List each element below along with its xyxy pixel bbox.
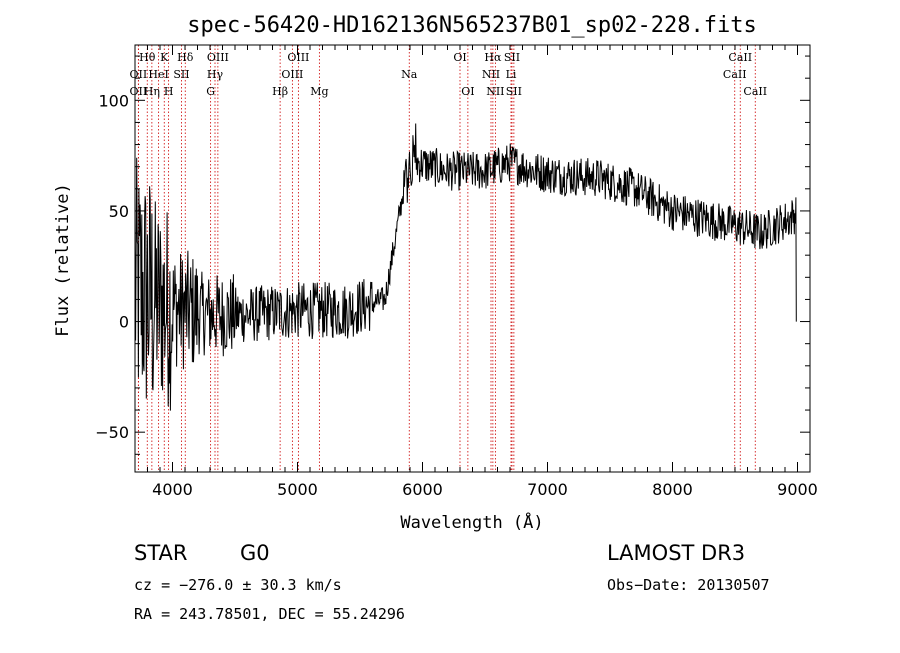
- x-tick-label: 6000: [402, 480, 443, 499]
- plot-frame: [134, 44, 811, 473]
- x-tick-label: 7000: [527, 480, 568, 499]
- spectral-line-label: OII: [130, 68, 148, 81]
- spectral-line-label: NII: [486, 85, 504, 98]
- spectral-line-label: CaII: [723, 68, 747, 81]
- axis-tick-labels: 4000 5000 6000 7000 8000 9000 −50 0 50 100: [95, 91, 818, 499]
- spectral-line-label: K: [160, 51, 169, 64]
- spectral-line-markers: [137, 45, 756, 472]
- object-subclass: G0: [240, 541, 270, 565]
- spectral-line-label: Hα: [484, 51, 502, 64]
- y-tick-label: −50: [95, 423, 129, 442]
- chart-title: spec-56420-HD162136N565237B01_sp02-228.f…: [187, 13, 757, 38]
- spectral-line-label: OIII: [287, 51, 309, 64]
- survey-name: LAMOST DR3: [607, 541, 745, 565]
- spectral-line-label: Mg: [310, 85, 328, 98]
- x-axis-label: Wavelength (Å): [400, 511, 543, 533]
- spectral-line-label: HeI: [148, 68, 168, 81]
- spectral-line-label: G: [206, 85, 215, 98]
- axis-ticks: [134, 45, 811, 472]
- spectral-line-label: Hθ: [139, 51, 156, 64]
- object-class: STAR: [134, 541, 187, 565]
- spectral-line-label: CaII: [743, 85, 767, 98]
- x-tick-label: 4000: [152, 480, 193, 499]
- x-tick-label: 5000: [277, 480, 318, 499]
- spectral-line-label: NII: [482, 68, 500, 81]
- spectral-line-label: Hη: [144, 85, 160, 98]
- x-tick-label: 8000: [652, 480, 693, 499]
- spectral-line-label: OIII: [207, 51, 229, 64]
- coordinates: RA = 243.78501, DEC = 55.24296: [134, 605, 405, 623]
- spectral-line-label: Hδ: [177, 51, 194, 64]
- spectral-line-label: SII: [506, 85, 522, 98]
- x-tick-label: 9000: [777, 480, 818, 499]
- y-tick-label: 0: [119, 313, 129, 332]
- spectral-line-label: Na: [401, 68, 418, 81]
- spectral-line-label: OIII: [281, 68, 303, 81]
- spectral-line-label: OI: [461, 85, 474, 98]
- spectral-line-label: H: [164, 85, 174, 98]
- observation-date: Obs−Date: 20130507: [607, 576, 770, 594]
- y-tick-label: 100: [98, 91, 129, 110]
- spectral-line-label: OII: [130, 85, 148, 98]
- redshift-cz: cz = −276.0 ± 30.3 km/s: [134, 576, 342, 594]
- spectral-line-label: OI: [453, 51, 466, 64]
- spectral-line-label: Hβ: [272, 85, 288, 98]
- spectrum-trace: [134, 123, 797, 411]
- spectral-line-label: SII: [504, 51, 520, 64]
- y-axis-label: Flux (relative): [53, 183, 73, 337]
- y-tick-label: 50: [109, 202, 129, 221]
- spectral-line-label: SII: [173, 68, 189, 81]
- spectral-line-label: Hγ: [207, 68, 224, 81]
- spectral-line-label: CaII: [728, 51, 752, 64]
- spectral-line-label: Li: [506, 68, 517, 81]
